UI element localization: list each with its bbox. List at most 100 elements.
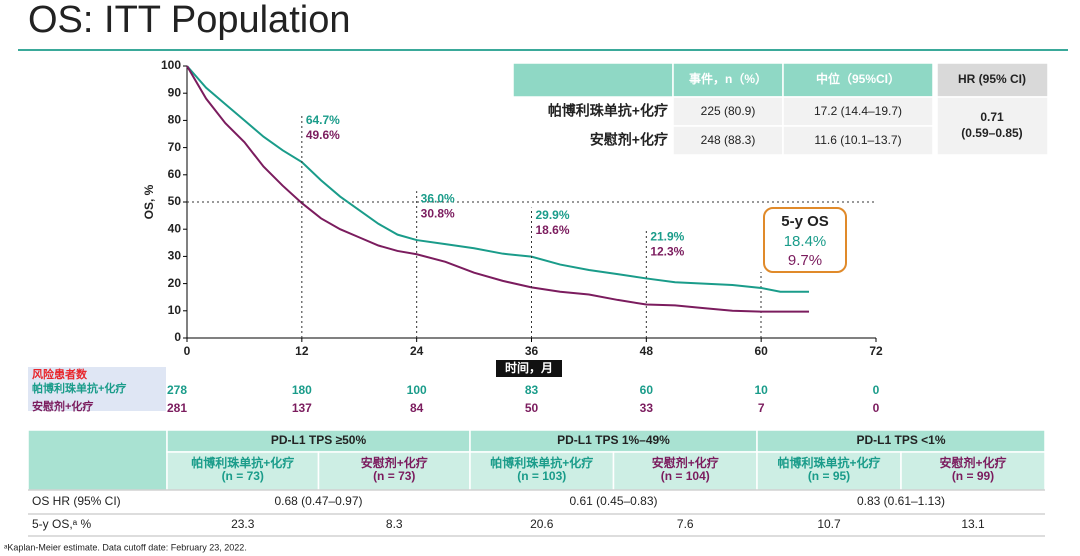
table-row-label: 帕博利珠单抗+化疗: [548, 103, 668, 119]
os-value: 8.3: [386, 517, 403, 531]
annotation-label: 29.9%: [536, 208, 570, 222]
table-header-cell: [27, 429, 168, 491]
group-header: PD-L1 TPS ≥50%: [271, 433, 367, 447]
y-tick-label: 90: [168, 85, 182, 99]
footnote: ᵃKaplan-Meier estimate. Data cutoff date…: [4, 542, 247, 552]
y-tick-label: 50: [168, 194, 182, 208]
os-value: 7.6: [677, 517, 694, 531]
x-tick-label: 24: [410, 344, 424, 358]
risk-count: 0: [873, 401, 880, 415]
arm-label: (n = 103): [517, 469, 566, 483]
table-header-cell: [782, 62, 934, 98]
table-header: 中位（95%CI）: [816, 71, 900, 86]
arm-label: 安慰剂+化疗: [361, 455, 428, 470]
risk-count: 281: [167, 401, 187, 415]
annotation-label: 30.8%: [421, 206, 455, 220]
risk-count: 7: [758, 401, 765, 415]
hr-value: 0.61 (0.45–0.83): [569, 494, 657, 508]
page-title: OS: ITT Population: [28, 0, 350, 41]
risk-count: 100: [407, 383, 427, 397]
risk-count: 83: [525, 383, 539, 397]
risk-count: 278: [167, 383, 187, 397]
table-cell-text: 248 (88.3): [701, 133, 756, 147]
table-header-cell: [512, 62, 674, 98]
risk-count: 33: [640, 401, 654, 415]
risk-count: 60: [640, 383, 654, 397]
y-tick-label: 60: [168, 167, 182, 181]
hr-value: 0.68 (0.47–0.97): [274, 494, 362, 508]
x-tick-label: 72: [869, 344, 883, 358]
risk-count: 0: [873, 383, 880, 397]
arm-label: 帕博利珠单抗+化疗: [777, 455, 880, 470]
arm-label: 安慰剂+化疗: [939, 455, 1006, 470]
risk-count: 10: [754, 383, 768, 397]
hr-text: (0.59–0.85): [961, 126, 1022, 140]
table-row-label: 安慰剂+化疗: [590, 132, 668, 148]
table-cell-text: 17.2 (14.4–19.7): [814, 104, 902, 118]
arm-label: (n = 104): [661, 469, 710, 483]
row-label: 5-y OS,ᵃ %: [32, 517, 91, 531]
arm-label: 帕博利珠单抗+化疗: [191, 455, 294, 470]
y-tick-label: 0: [174, 330, 181, 344]
table-cell: [782, 125, 934, 156]
table-header: HR (95% CI): [958, 72, 1026, 86]
y-tick-label: 80: [168, 113, 182, 127]
table-header-cell: [900, 451, 1046, 491]
table-header-cell: [166, 451, 320, 491]
x-tick-label: 36: [525, 344, 539, 358]
table-cell: [672, 125, 784, 156]
annotation-label: 21.9%: [650, 230, 684, 244]
arm-label: 安慰剂+化疗: [652, 455, 719, 470]
five-year-value: 18.4%: [784, 233, 827, 250]
risk-count: 137: [292, 401, 312, 415]
risk-count: 84: [410, 401, 424, 415]
y-tick-label: 20: [168, 276, 182, 290]
hr-text: 0.71: [980, 110, 1004, 124]
group-header: PD-L1 TPS <1%: [856, 433, 945, 447]
os-value: 23.3: [231, 517, 255, 531]
arm-label: (n = 73): [222, 469, 264, 483]
arm-label: 帕博利珠单抗+化疗: [490, 455, 593, 470]
five-year-value: 9.7%: [788, 252, 822, 269]
survival-curve: [186, 65, 810, 293]
group-header: PD-L1 TPS 1%–49%: [557, 433, 670, 447]
y-tick-label: 30: [168, 249, 182, 263]
annotation-label: 36.0%: [421, 191, 455, 205]
table-cell: [672, 96, 784, 127]
risk-label-bg: [28, 367, 166, 411]
x-tick-label: 0: [184, 344, 191, 358]
annotation-label: 18.6%: [536, 223, 570, 237]
table-cell: [936, 96, 1049, 156]
x-axis-label: 时间，月: [505, 360, 553, 375]
risk-row-label: 帕博利珠单抗+化疗: [32, 381, 126, 395]
annotation-label: 49.6%: [306, 128, 340, 142]
table-cell-text: 225 (80.9): [701, 104, 756, 118]
os-value: 10.7: [817, 517, 841, 531]
risk-count: 180: [292, 383, 312, 397]
table-cell-text: 11.6 (10.1–13.7): [814, 133, 901, 147]
risk-row-label: 安慰剂+化疗: [32, 399, 93, 413]
table-cell: [782, 96, 934, 127]
risk-count: 50: [525, 401, 539, 415]
risk-title: 风险患者数: [32, 367, 88, 381]
y-tick-label: 100: [161, 58, 181, 72]
y-tick-label: 40: [168, 221, 182, 235]
table-header-cell: [936, 62, 1049, 98]
five-year-box: [763, 207, 847, 273]
x-tick-label: 12: [295, 344, 309, 358]
five-year-title: 5-y OS: [781, 213, 829, 230]
x-tick-label: 60: [754, 344, 768, 358]
annotation-label: 12.3%: [650, 245, 684, 259]
row-label: OS HR (95% CI): [32, 494, 121, 508]
y-tick-label: 70: [168, 140, 182, 154]
hr-value: 0.83 (0.61–1.13): [857, 494, 945, 508]
arm-label: (n = 99): [952, 469, 994, 483]
x-tick-label: 48: [640, 344, 654, 358]
y-tick-label: 10: [168, 303, 182, 317]
arm-label: (n = 95): [808, 469, 850, 483]
annotation-label: 64.7%: [306, 113, 340, 127]
table-header: 事件，n（%）: [689, 71, 767, 86]
y-axis-label: OS, %: [142, 184, 156, 219]
arm-label: (n = 73): [373, 469, 415, 483]
